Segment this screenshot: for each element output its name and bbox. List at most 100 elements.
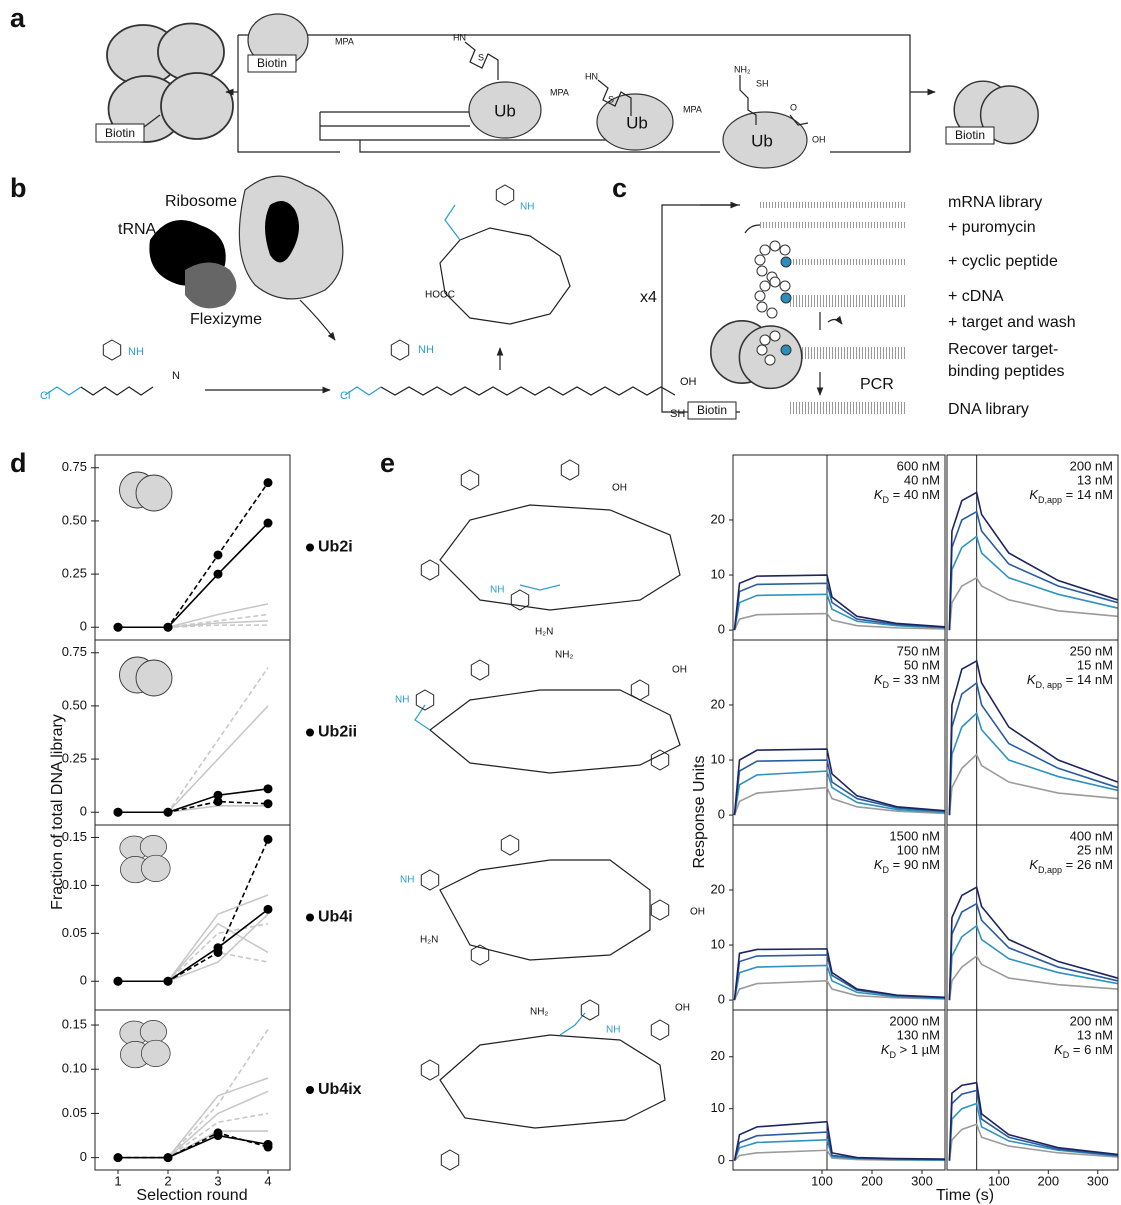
steps: mRNA library + puromycin + cyclic peptid… [948,194,1076,418]
flexizyme [185,263,236,309]
step: mRNA library [948,194,1042,211]
conc-low: 13 nM [1077,1027,1113,1042]
conc-low: 100 nM [897,842,940,857]
series-line [949,713,1117,815]
bond [81,387,153,395]
conc-high: 200 nM [1070,1013,1113,1028]
figure: a Biotin Biotin MPA Ub MPA HN S Ub MPA H… [0,0,1121,1205]
atom: NH [418,344,434,356]
label-dot [306,729,314,737]
step: Recover target- [948,341,1058,358]
y-tick-label: 0 [80,804,87,819]
pcr-label: PCR [860,376,894,393]
x-tick-label: 200 [1037,1173,1059,1188]
point [164,808,173,817]
series-line [735,1132,945,1161]
step: + cDNA [948,288,1004,305]
atom: OH [680,376,697,388]
atom: MPA [683,104,702,114]
series-line [118,523,268,627]
conc-high: 750 nM [897,643,940,658]
series-label: Ub2ii [318,724,357,741]
series-line [118,1091,268,1157]
atom: OH [690,907,705,918]
atom: HOOC [425,290,455,301]
point [114,623,123,632]
step: + puromycin [948,219,1036,236]
kd-subscript: D, app [1036,680,1063,690]
ub-label: Ub [626,113,648,132]
biotin-label: Biotin [257,56,287,70]
step: + target and wash [948,314,1076,331]
atom: Cl [340,390,350,402]
ribosome-label: Ribosome [165,193,237,210]
panel-label: c [612,173,627,203]
series-line [735,749,945,815]
series-line [118,909,268,981]
x-tick-label: 3 [214,1173,221,1188]
conc-low: 13 nM [1077,472,1113,487]
x-axis-title: Selection round [136,1187,247,1204]
y-tick-label: 20 [711,1048,725,1063]
point [114,977,123,986]
atom: SH [756,78,769,88]
macrocycle [440,1035,665,1128]
kd-label: KD = 33 nM [874,672,940,690]
series-line [118,895,268,981]
x-tick-label: 2 [164,1173,171,1188]
panel-label: a [10,3,26,33]
atom: H₂N [535,627,553,638]
point [164,623,173,632]
panel-label: d [10,448,27,478]
loop-label: x4 [640,289,657,306]
x-tick-label: 300 [1087,1173,1109,1188]
point [214,1131,223,1140]
point [264,799,273,808]
label-dot [306,914,314,922]
x-tick-label: 300 [911,1173,933,1188]
arrow [820,312,842,330]
atom: SH [670,408,685,420]
y-tick-label: 10 [711,936,725,951]
conc-low: 40 nM [904,472,940,487]
atom: OH [612,483,627,494]
atom: OH [812,134,826,144]
series-line [735,760,945,815]
conc-low: 15 nM [1077,657,1113,672]
kd-label: KD = 90 nM [874,857,940,875]
point [264,905,273,914]
atom: H₂N [420,935,438,946]
biotin-label: Biotin [105,126,135,140]
kd-label: KD, app = 14 nM [1027,672,1113,690]
x-tick-label: 4 [264,1173,271,1188]
ub-label: Ub [494,101,516,120]
series-label: Ub4ix [318,1081,362,1098]
y-tick-label: 0 [718,622,725,637]
bond [45,387,81,395]
y-tick-label: 0.10 [62,877,87,892]
indole [103,340,120,360]
kd-value: > 1 µM [896,1042,940,1057]
conc-high: 1500 nM [889,828,940,843]
kd-value: = 33 nM [889,672,940,687]
series-label: Ub2i [318,539,353,556]
x-tick-label: 100 [988,1173,1010,1188]
point [264,1140,273,1149]
panel-a: a Biotin Biotin MPA Ub MPA HN S Ub MPA H… [10,3,1038,168]
y-tick-label: 0 [718,1152,725,1167]
y-tick-label: 0.05 [62,925,87,940]
kd-value: = 40 nM [889,487,940,502]
point [164,977,173,986]
conc-high: 200 nM [1070,458,1113,473]
point [264,478,273,487]
atom: NH₂ [530,1007,548,1018]
x-tick-label: 1 [114,1173,121,1188]
kd-value: = 90 nM [889,857,940,872]
y-tick-label: 10 [711,1100,725,1115]
atom: HN [453,32,466,42]
x-axis-title: Time (s) [936,1187,994,1204]
series-line [735,1140,945,1161]
series-line [949,512,1117,630]
kd-value: = 6 nM [1069,1042,1113,1057]
kd-label: KD = 6 nM [1054,1042,1113,1060]
